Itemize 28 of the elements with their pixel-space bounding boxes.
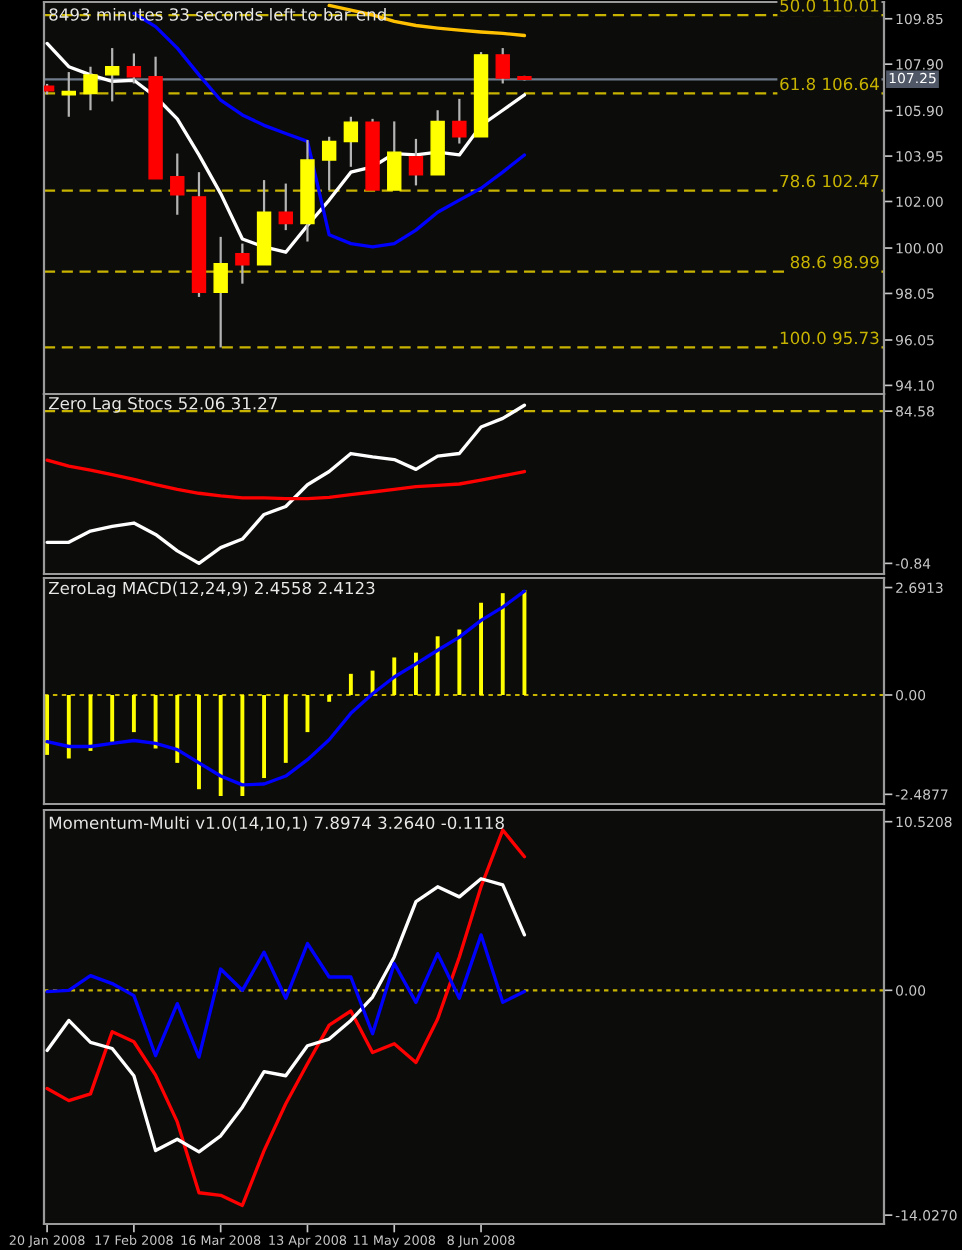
line-series: [45, 933, 527, 1059]
candlestick: [408, 137, 424, 187]
candlestick: [235, 242, 250, 285]
chart-title: ZeroLag MACD(12,24,9) 2.4558 2.4123: [48, 581, 375, 598]
line-series: [45, 458, 527, 501]
chart-title: Zero Lag Stocs 52.06 31.27: [48, 396, 277, 413]
candlestick: [495, 46, 510, 85]
candlestick: [104, 46, 120, 103]
line-series: [45, 877, 527, 1154]
ref-line-label: 78.6 102.47: [780, 174, 879, 188]
candlestick: [278, 182, 293, 232]
candlestick: [170, 152, 185, 216]
candlestick: [343, 115, 359, 168]
ref-line-label: 100.0 95.73: [780, 331, 879, 345]
ref-line-label: 50.0 110.01: [780, 0, 879, 12]
candlestick: [213, 235, 228, 349]
candlestick: [61, 70, 77, 118]
line-series: [45, 41, 527, 254]
line-series: [45, 828, 527, 1208]
ref-line-label: 61.8 106.64: [780, 77, 879, 91]
candlestick: [83, 65, 98, 112]
candlestick: [321, 135, 337, 192]
ref-line-label: 88.6 98.99: [790, 255, 879, 269]
candlestick: [387, 120, 402, 192]
candlestick: [452, 97, 467, 145]
candlestick: [126, 52, 142, 85]
line-series: [327, 3, 527, 38]
chart-title: Momentum-Multi v1.0(14,10,1) 7.8974 3.2640 -0.1118: [49, 816, 504, 832]
